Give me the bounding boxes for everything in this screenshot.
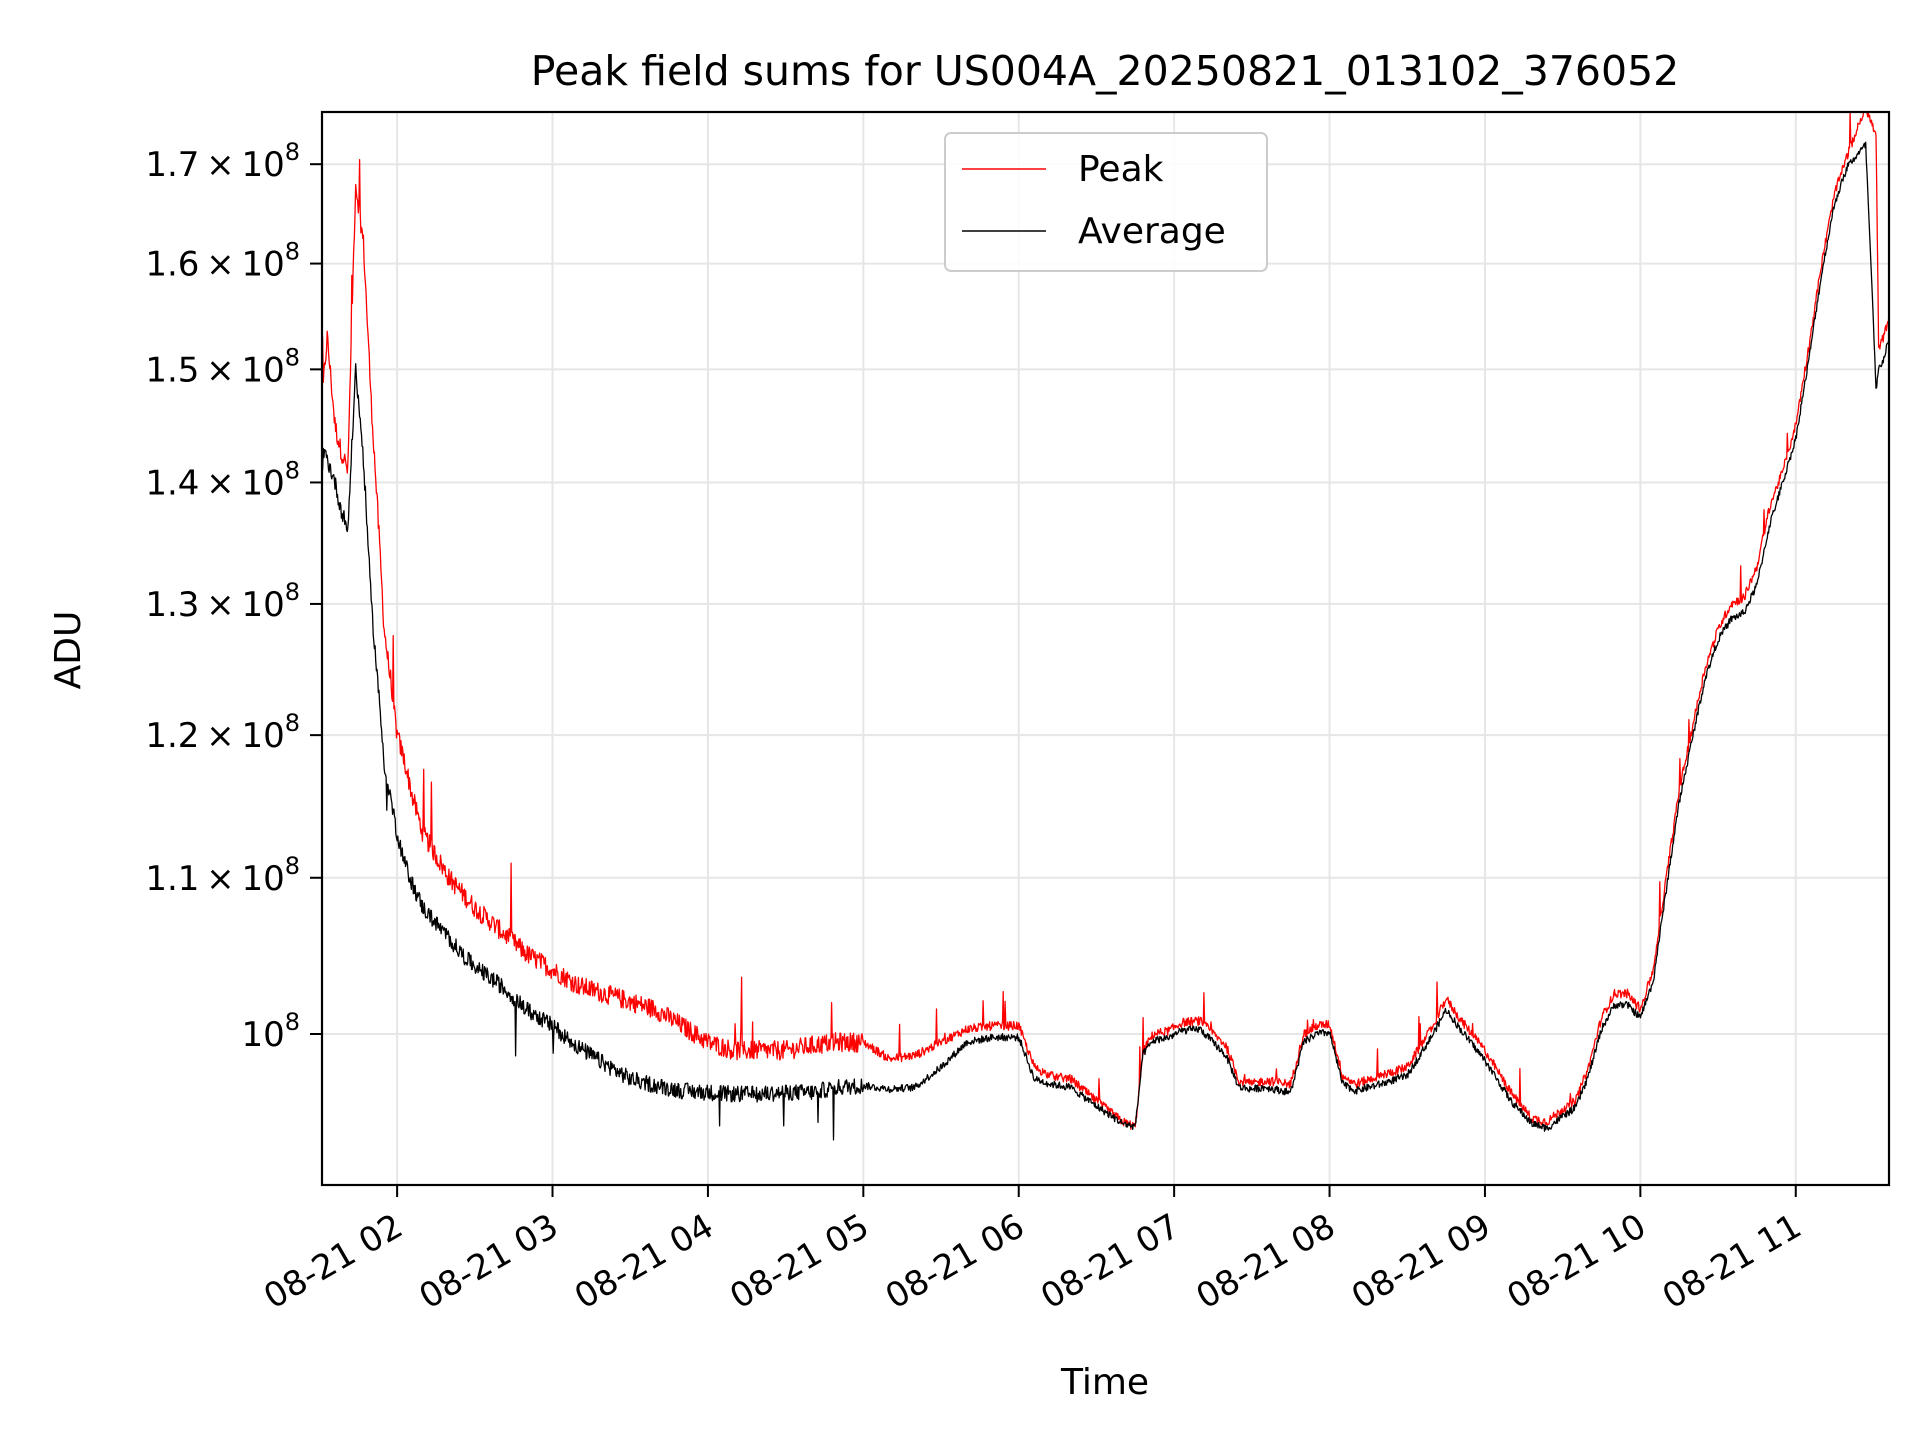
y-tick-label: 1.7 × 108 <box>145 138 300 185</box>
legend-box <box>944 132 1268 272</box>
y-axis-label: ADU <box>48 611 89 690</box>
y-tick-label: 1.5 × 108 <box>145 343 300 390</box>
y-tick-label: 1.4 × 108 <box>145 456 300 503</box>
plot-frame <box>320 110 1891 1187</box>
legend-label-average: Average <box>1078 211 1226 252</box>
y-tick-label: 1.2 × 108 <box>145 709 300 756</box>
series-layer <box>322 112 1889 1141</box>
x-axis-label: Time <box>1060 1362 1149 1403</box>
legend-label-peak: Peak <box>1078 149 1164 190</box>
series-line-peak <box>322 112 1889 1130</box>
legend: Peak Average <box>944 132 1268 272</box>
series-line-average <box>322 141 1889 1141</box>
grid <box>322 112 1889 1185</box>
chart-title: Peak field sums for US004A_20250821_0131… <box>531 47 1680 95</box>
y-tick-label: 1.3 × 108 <box>145 578 300 625</box>
y-tick-label: 108 <box>241 1008 300 1055</box>
y-tick-label: 1.1 × 108 <box>145 852 300 899</box>
y-tick-label: 1.6 × 108 <box>145 238 300 285</box>
y-axis: 108 1.1 × 108 1.2 × 108 1.3 × 108 1.4 × 108 1… <box>145 138 322 1055</box>
